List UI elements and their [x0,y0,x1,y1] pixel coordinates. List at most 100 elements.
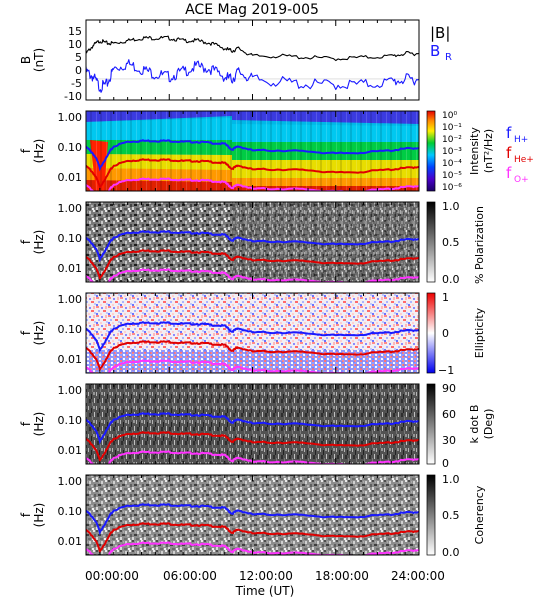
gyro-label-h-sub: H+ [514,135,528,145]
kdotb-cbar-unit: (Deg) [482,409,495,440]
kdotb-cbar-tick: 0 [442,457,449,470]
polarization-cbar-label: % Polarization [473,206,486,284]
kdotb-fh-line [86,412,419,445]
coherency-cbar-tick: 0.5 [442,509,460,522]
ellipticity-cbar-label: Ellipticity [473,307,486,358]
br-series-line [86,59,419,93]
coherency-ytick: 0.10 [58,505,83,518]
intensity-cbar-tick: 10⁻¹ [442,123,462,133]
ellipticity-cbar-tick: 0 [442,327,449,340]
field-ylabel-unit: (nT) [32,48,46,72]
xtick-label: 24:00:00 [391,569,445,583]
intensity-cbar-unit: (nT²/Hz) [482,129,495,173]
coherency-cbar-tick: 0.0 [442,546,460,559]
gyro-label-o-sub: O+ [514,175,529,185]
polarization-cbar-tick: 0.5 [442,236,460,249]
coherency-panel: 1.00 0.10 0.01 f (Hz) 1.0 0.5 0.0 Cohere… [19,473,486,559]
ellipticity-cbar-tick: 1 [442,291,449,304]
intensity-cbar-tick: 10⁻⁶ [442,183,462,193]
intensity-fhe-line [86,158,419,191]
ellipticity-panel: 1.00 0.10 0.01 f (Hz) 1 0 −1 Ellipticity [19,291,486,377]
intensity-panel: 1.00 0.10 0.01 f (Hz) 10⁰ 10⁻¹ 10⁻² 10⁻³… [19,110,534,193]
field-panel: 15 10 5 0 -5 -10 B (nT) |B| B R [19,19,452,103]
coherency-ylabel-top: f [19,512,33,517]
coherency-ytick: 1.00 [58,475,83,488]
kdotb-ylabel-top: f [19,421,33,426]
kdotb-cbar-tick: 30 [442,434,456,447]
coherency-fh-line [86,503,419,536]
polarization-ylabel-top: f [19,239,33,244]
bmag-series-line [86,35,419,62]
xtick-label: 18:00:00 [315,569,369,583]
intensity-ytick: 0.10 [58,141,83,154]
ellipticity-ytick: 0.01 [58,353,83,366]
legend-bmag: |B| [430,24,450,42]
coherency-ylabel-unit: (Hz) [32,503,46,528]
ellipticity-ylabel-top: f [19,330,33,335]
ellipticity-ylabel-unit: (Hz) [32,321,46,346]
intensity-ytick: 0.01 [58,171,83,184]
polarization-fh-line [86,230,419,263]
kdotb-cbar-tick: 90 [442,382,456,395]
kdotb-fhe-line [86,431,419,464]
kdotb-cbar-label: k dot B [468,405,481,444]
intensity-ytick: 1.00 [58,111,83,124]
intensity-cbar-tick: 10⁻⁴ [442,159,462,169]
kdotb-ytick: 1.00 [58,384,83,397]
coherency-cbar-label: Coherency [473,485,486,544]
polarization-colorbar [426,201,436,283]
intensity-ylabel-top: f [19,148,33,153]
intensity-fh-line [86,139,419,172]
field-ytick: 0 [75,64,82,77]
gyro-label-o: f [506,164,512,182]
legend-br-subscript: R [445,52,452,63]
coherency-fhe-line [86,522,419,555]
figure-title: ACE Mag 2019-005 [185,2,319,18]
kdotb-ytick: 0.10 [58,414,83,427]
intensity-cbar-tick: 10⁻² [442,135,462,145]
xtick-label: 00:00:00 [85,569,139,583]
polarization-panel: 1.00 0.10 0.01 f (Hz) 1.0 0.5 0.0 % Pola… [19,200,486,286]
kdotb-panel: 1.00 0.10 0.01 f (Hz) 90 60 30 0 k dot B… [19,382,495,470]
field-ytick: -5 [71,77,82,90]
field-ylabel-top: B [19,56,33,64]
polarization-cbar-tick: 0.0 [442,273,460,286]
polarization-ylabel-unit: (Hz) [32,230,46,255]
kdotb-ytick: 0.01 [58,444,83,457]
coherency-colorbar [426,474,436,556]
legend-br: B [430,42,440,60]
x-tick-marks [85,20,420,555]
gyro-label-he: f [506,144,512,162]
intensity-cbar-tick: 10⁻⁵ [442,171,462,181]
field-ytick: -10 [64,90,82,103]
coherency-fo-line [86,541,419,555]
polarization-cbar-tick: 1.0 [442,200,460,213]
kdotb-colorbar [426,383,436,465]
field-ytick: 5 [75,51,82,64]
ellipticity-colorbar [426,292,436,374]
intensity-colorbar [426,110,436,192]
kdotb-fo-line [86,450,419,464]
xtick-label: 12:00:00 [239,569,293,583]
gyro-label-h: f [506,124,512,142]
xtick-label: 06:00:00 [163,569,217,583]
intensity-cbar-tick: 10⁻³ [442,147,462,157]
kdotb-cbar-tick: 60 [442,408,456,421]
ellipticity-ytick: 0.10 [58,323,83,336]
polarization-fhe-line [86,249,419,282]
ellipticity-fh-line [86,321,419,354]
intensity-cbar-tick: 10⁰ [442,111,457,121]
field-ytick: 10 [68,38,82,51]
ellipticity-fhe-line [86,340,419,373]
ellipticity-cbar-tick: −1 [438,364,454,377]
polarization-ytick: 1.00 [58,202,83,215]
field-plot-area [86,20,419,100]
coherency-ytick: 0.01 [58,535,83,548]
polarization-ytick: 0.10 [58,232,83,245]
x-axis-label: Time (UT) [235,584,295,598]
intensity-cbar-label: Intensity [468,127,481,175]
kdotb-ylabel-unit: (Hz) [32,412,46,437]
coherency-cbar-tick: 1.0 [442,473,460,486]
intensity-ylabel-unit: (Hz) [32,139,46,164]
